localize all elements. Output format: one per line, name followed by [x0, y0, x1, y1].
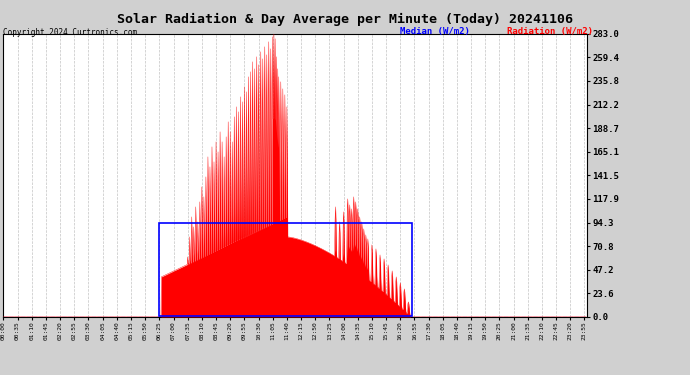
Text: Radiation (W/m2): Radiation (W/m2): [507, 27, 593, 36]
Text: Solar Radiation & Day Average per Minute (Today) 20241106: Solar Radiation & Day Average per Minute…: [117, 13, 573, 26]
Text: Copyright 2024 Curtronics.com: Copyright 2024 Curtronics.com: [3, 28, 137, 37]
Bar: [159, 222, 413, 316]
Text: Median (W/m2): Median (W/m2): [400, 27, 470, 36]
